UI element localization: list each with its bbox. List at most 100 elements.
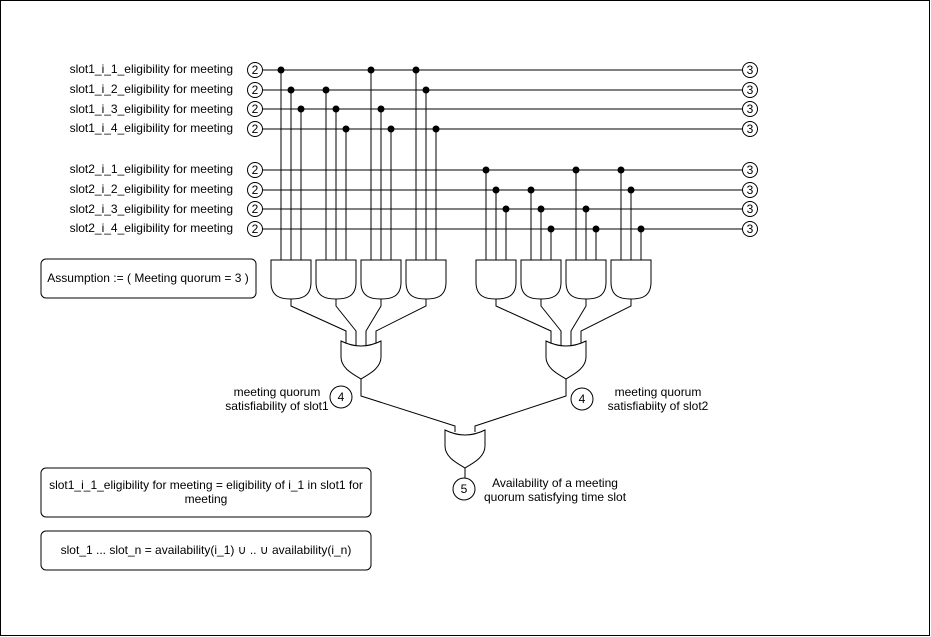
badge-number: 2 [252, 102, 259, 116]
junction-dot [627, 186, 635, 194]
wire [290, 299, 347, 347]
input-label: slot1_i_3_eligibility for meeting [70, 102, 233, 116]
assumption-text: Assumption := ( Meeting quorum = 3 ) [47, 271, 248, 285]
junction-dot [287, 86, 295, 94]
final-output-label-line2: quorum satisfying time slot [484, 490, 627, 504]
junction-dot [342, 125, 350, 133]
badge-number: 3 [747, 202, 754, 216]
input-label: slot2_i_4_eligibility for meeting [70, 221, 233, 235]
junction-dot [387, 125, 395, 133]
assumption-box [40, 258, 257, 299]
slot1-input-row: slot1_i_4_eligibility for meeting 2 3 [70, 121, 758, 137]
badge-number: 2 [252, 163, 259, 177]
junction-dot [297, 105, 305, 113]
badge-number: 3 [747, 83, 754, 97]
badge-circle [742, 101, 758, 117]
final-output-label-line1: Availability of a meeting [492, 476, 618, 490]
junction-dot [432, 125, 440, 133]
badge-number: 2 [252, 202, 259, 216]
badge-circle [247, 101, 263, 117]
slot1-output-number: 4 [338, 390, 345, 404]
slot2-output-label-line2: satisfiabiity of slot2 [608, 399, 709, 413]
badge-circle [742, 162, 758, 178]
or-gate [545, 340, 587, 380]
badge-number: 3 [747, 122, 754, 136]
final-output-number: 5 [461, 482, 468, 496]
input-label: slot1_i_4_eligibility for meeting [70, 121, 233, 135]
or-gate [444, 429, 486, 469]
wire [360, 379, 456, 432]
junction-dot [377, 105, 385, 113]
junction-dot [367, 66, 375, 74]
junction-dot [422, 86, 430, 94]
junction-dot [492, 186, 500, 194]
and-gate [610, 259, 652, 300]
junction-dot [582, 205, 590, 213]
and-gate [565, 259, 607, 300]
badge-circle [742, 201, 758, 217]
wire [495, 299, 552, 347]
badge-circle [247, 221, 263, 237]
slot1-input-row: slot1_i_3_eligibility for meeting 2 3 [70, 101, 758, 117]
wire [474, 379, 567, 432]
slot2-output-badge [570, 387, 594, 411]
badge-circle [742, 121, 758, 137]
wire [335, 299, 357, 347]
wire [365, 299, 382, 347]
input-label: slot2_i_1_eligibility for meeting [70, 162, 233, 176]
definition-note-line1: slot1_i_1_eligibility for meeting = elig… [49, 478, 363, 492]
slot2-input-row: slot2_i_2_eligibility for meeting 2 3 [70, 182, 758, 198]
junction-dot [547, 225, 555, 233]
badge-circle [247, 121, 263, 137]
input-label: slot2_i_2_eligibility for meeting [70, 182, 233, 196]
junction-dot [332, 105, 340, 113]
badge-circle [742, 182, 758, 198]
slot1-output-badge [329, 385, 353, 409]
junction-dot [637, 225, 645, 233]
input-label: slot2_i_3_eligibility for meeting [70, 202, 233, 216]
junction-dot [322, 86, 330, 94]
union-note [40, 530, 372, 571]
slot2-input-row: slot2_i_4_eligibility for meeting 2 3 [70, 221, 758, 237]
gates-layer [270, 259, 652, 469]
badge-circle [742, 221, 758, 237]
wire [570, 299, 587, 347]
badge-number: 2 [252, 83, 259, 97]
slot1-input-row: slot1_i_2_eligibility for meeting 2 3 [70, 82, 758, 98]
slot2-output-number: 4 [579, 392, 586, 406]
badge-number: 2 [252, 222, 259, 236]
badge-number: 3 [747, 183, 754, 197]
badge-circle [247, 62, 263, 78]
wire [580, 299, 632, 347]
badge-number: 3 [747, 163, 754, 177]
and-gate [520, 259, 562, 300]
slot1-output-label-line2: satisfiability of slot1 [225, 399, 329, 413]
badge-number: 3 [747, 222, 754, 236]
and-gate [360, 259, 402, 300]
badge-circle [247, 82, 263, 98]
badge-circle [247, 182, 263, 198]
and-gate [315, 259, 357, 300]
junction-dot [537, 205, 545, 213]
definition-note-line2: meeting [185, 492, 228, 506]
slot1-output-label-line1: meeting quorum [234, 385, 321, 399]
wire [375, 299, 427, 347]
junction-dot [412, 66, 420, 74]
badge-number: 2 [252, 63, 259, 77]
and-gate [475, 259, 517, 300]
slot2-output-label-line1: meeting quorum [615, 385, 702, 399]
definition-note [40, 467, 372, 518]
junctions-layer [277, 66, 645, 233]
wire [540, 299, 562, 347]
badge-circle [247, 201, 263, 217]
badge-number: 2 [252, 122, 259, 136]
junction-dot [527, 186, 535, 194]
input-label: slot1_i_2_eligibility for meeting [70, 82, 233, 96]
slot2-input-row: slot2_i_1_eligibility for meeting 2 3 [70, 162, 758, 178]
badge-circle [247, 162, 263, 178]
junction-dot [277, 66, 285, 74]
junction-dot [572, 166, 580, 174]
junction-dot [592, 225, 600, 233]
